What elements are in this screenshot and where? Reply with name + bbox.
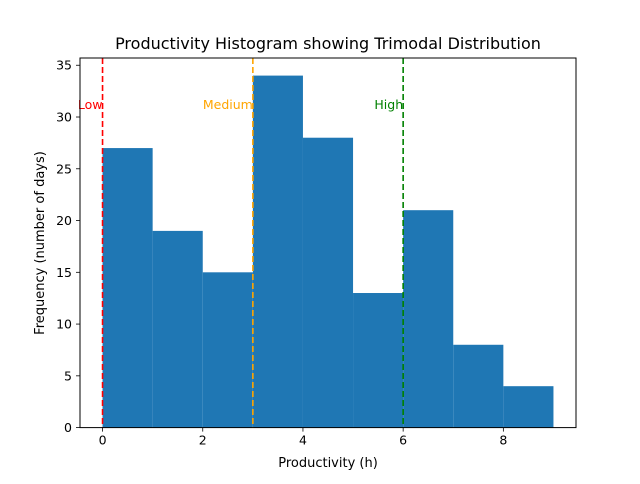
reference-lines-group: Low Medium High [78,58,404,428]
x-tick-label: 0 [99,433,107,448]
threshold-label: High [374,97,403,112]
chart-title: Productivity Histogram showing Trimodal … [115,34,541,53]
histogram-bar [152,230,203,428]
histogram-bar [202,272,253,428]
x-tick-label: 6 [399,433,407,448]
y-tick-label: 0 [64,420,72,435]
plot-area-frame [79,57,577,429]
x-tick-label: 4 [299,433,307,448]
y-tick-label: 35 [56,58,72,73]
x-axis-label: Productivity (h) [278,456,378,471]
y-tick-label: 10 [56,317,72,332]
y-tick-label: 15 [56,265,72,280]
bars-group [102,75,554,428]
histogram-bar [102,148,153,428]
histogram-bar [453,344,504,428]
y-tick-label: 30 [56,110,72,125]
threshold-label: Low [78,97,103,112]
histogram-bar [353,293,404,428]
y-axis-label: Frequency (number of days) [33,151,48,335]
x-axis-ticks: 0 2 4 6 8 [99,427,507,448]
y-tick-label: 5 [64,368,72,383]
threshold-label: Medium [203,97,253,112]
y-tick-label: 20 [56,213,72,228]
histogram-bar [252,75,303,428]
histogram-bar [302,137,354,428]
y-axis-ticks: 0 5 10 15 20 25 30 35 [56,58,80,435]
histogram-bar [503,386,554,428]
x-tick-label: 8 [499,433,507,448]
y-tick-label: 25 [56,161,72,176]
x-tick-label: 2 [199,433,207,448]
histogram-bar [403,210,454,428]
